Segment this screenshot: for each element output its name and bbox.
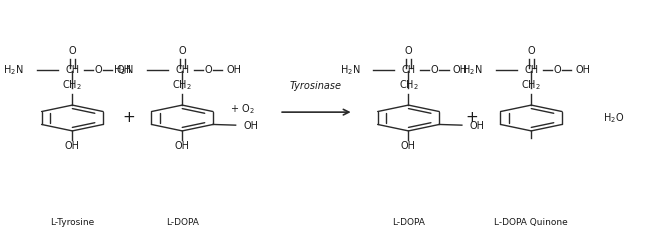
Text: OH: OH <box>175 141 190 152</box>
Text: CH: CH <box>175 65 190 75</box>
Text: L-DOPA: L-DOPA <box>166 218 199 227</box>
Text: OH: OH <box>453 65 467 75</box>
Text: OH: OH <box>401 141 416 152</box>
Text: H$_2$O: H$_2$O <box>603 111 624 125</box>
Text: O: O <box>68 46 76 56</box>
Text: O: O <box>204 65 212 75</box>
Text: +: + <box>465 110 478 126</box>
Text: O: O <box>405 46 413 56</box>
Text: OH: OH <box>226 65 241 75</box>
Text: H$_2$N: H$_2$N <box>463 63 483 77</box>
Text: CH: CH <box>524 65 538 75</box>
Text: CH$_2$: CH$_2$ <box>521 78 541 92</box>
Text: O: O <box>553 65 561 75</box>
Text: L-Tyrosine: L-Tyrosine <box>50 218 95 227</box>
Text: H$_2$N: H$_2$N <box>3 63 24 77</box>
Text: Tyrosinase: Tyrosinase <box>290 81 342 91</box>
Text: CH$_2$: CH$_2$ <box>399 78 418 92</box>
Text: CH: CH <box>65 65 80 75</box>
Text: O: O <box>94 65 102 75</box>
Text: +: + <box>122 110 135 126</box>
Text: O: O <box>178 46 186 56</box>
Text: OH: OH <box>243 121 259 131</box>
Text: + O$_2$: + O$_2$ <box>230 102 255 115</box>
Text: CH: CH <box>401 65 415 75</box>
Text: OH: OH <box>470 121 485 131</box>
Text: L-DOPA: L-DOPA <box>392 218 425 227</box>
Text: L-DOPA Quinone: L-DOPA Quinone <box>494 218 568 227</box>
Text: H$_2$N: H$_2$N <box>340 63 360 77</box>
Text: OH: OH <box>116 65 132 75</box>
Text: O: O <box>528 46 535 56</box>
Text: OH: OH <box>575 65 590 75</box>
Text: CH$_2$: CH$_2$ <box>63 78 82 92</box>
Text: CH$_2$: CH$_2$ <box>172 78 192 92</box>
Text: H$_2$N: H$_2$N <box>113 63 134 77</box>
Text: O: O <box>430 65 438 75</box>
Text: OH: OH <box>65 141 80 152</box>
